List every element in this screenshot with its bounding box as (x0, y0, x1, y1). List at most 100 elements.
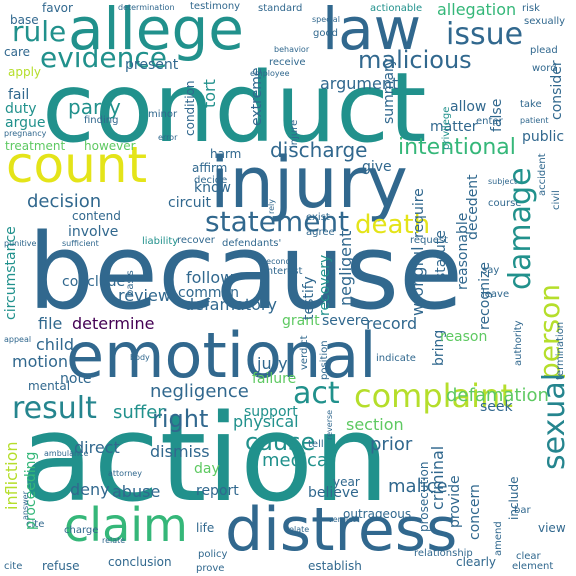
word-clearly: clearly (456, 555, 497, 569)
word-finding: finding (84, 115, 119, 126)
word-apply: apply (8, 65, 42, 79)
word-care: care (4, 45, 31, 59)
word-malice: malice (388, 476, 448, 497)
word-tort: tort (200, 79, 219, 108)
word-result: result (12, 391, 97, 426)
word-error: determination (118, 3, 175, 12)
word-base: base (10, 13, 39, 27)
word-law: law (322, 0, 422, 63)
word-termination: termination (555, 321, 566, 380)
word-cause: cause (245, 428, 316, 456)
word-establish: establish (308, 559, 362, 573)
word-report: report (196, 483, 239, 499)
word-death: death (355, 210, 431, 240)
word-summary: summary (381, 57, 397, 124)
word-false: false (489, 98, 505, 132)
word-emotional: emotional (66, 319, 377, 392)
word-matter: matter (430, 119, 478, 135)
word-civil: civil (551, 190, 562, 210)
word-jury: jury (257, 354, 288, 373)
word-include: indicate (376, 353, 416, 364)
word-position: position (319, 340, 330, 380)
word-special: second (262, 257, 291, 266)
word-allege: allege (68, 0, 244, 63)
word-present: present (125, 57, 179, 73)
word-subject: reverse (325, 409, 334, 440)
word-agree: exist (306, 212, 330, 223)
word-testimony: testimony (190, 1, 241, 12)
word-tell: tell (308, 439, 324, 450)
word-bar: include (507, 476, 521, 520)
word-because: because (28, 211, 463, 333)
word-employee: employee (250, 69, 290, 78)
word-enter: take (520, 99, 542, 110)
word-year: year (333, 475, 360, 489)
word-circuit: circuit (168, 195, 211, 211)
word-consider: consider (549, 60, 565, 120)
word-failure: failure (252, 371, 297, 387)
word-receive: receive (269, 57, 306, 68)
word-recognize: recognize (477, 262, 493, 330)
word-allow: allow (450, 99, 487, 115)
word-decide: decide (194, 175, 228, 186)
word-second: context (39, 259, 48, 290)
word-say: course (488, 198, 522, 209)
word-distress: distress (225, 495, 458, 565)
word-believe: believe (308, 485, 359, 501)
word-minor: minor (148, 109, 178, 120)
word-physical: physical (233, 412, 299, 431)
word-conduct: conduct (42, 52, 427, 164)
word-rely: subject (488, 177, 517, 186)
word-sexually: sexually (524, 16, 566, 27)
word-abuse: abuse (112, 482, 161, 501)
word-negligent: negligent (336, 230, 355, 306)
word-good: good (313, 28, 338, 39)
word-outrageous: outrageous (343, 507, 412, 521)
word-negligence: negligence (150, 381, 249, 402)
word-give: give (362, 159, 392, 175)
word-word: plead (530, 45, 558, 56)
word-child: child (36, 335, 74, 354)
word-condition: condition (183, 80, 197, 136)
word-sexual: sexual (537, 372, 572, 470)
word-wrongful: wrongful (408, 246, 427, 316)
word-harm: harm (210, 147, 242, 161)
word-grant: grant (282, 313, 320, 329)
word-record: record (366, 314, 418, 333)
word-relate: body (130, 353, 150, 362)
word-pregnancy: pregnancy (4, 129, 47, 138)
word-view: view (538, 521, 566, 535)
word-fail: fail (8, 87, 30, 103)
word-party: party (68, 95, 121, 119)
word-basis: charge (64, 525, 99, 536)
word-support: support (244, 404, 298, 420)
word-extreme: extreme (249, 67, 265, 126)
word-affirm: affirm (192, 161, 228, 175)
word-issue: issue (446, 17, 524, 52)
word-life: life (196, 521, 215, 535)
word-answer: relate (286, 525, 310, 534)
word-statement: statement (205, 205, 350, 238)
word-public: public (522, 129, 565, 145)
word-discharge: discharge (270, 138, 368, 162)
word-clear: prosecution (417, 461, 431, 532)
word-testify: testify (301, 276, 317, 320)
word-act: act (293, 376, 340, 411)
word-interest: interest (264, 266, 303, 277)
word-section: section (346, 415, 404, 434)
word-decision: decision (27, 191, 102, 212)
word-date: ambulance (44, 449, 89, 458)
word-defendants: defendants' (222, 238, 282, 249)
word-severe: severe (322, 313, 369, 329)
word-evidence: evidence (40, 41, 167, 74)
word-injure: injure (289, 119, 300, 148)
word-criminal: criminal (428, 445, 447, 510)
word-conclusion: conclusion (108, 555, 172, 569)
word-charge: cite (4, 561, 23, 572)
word-prosecution: attorney (108, 469, 142, 478)
word-determine: determine (72, 314, 155, 333)
word-punitive: special (312, 15, 340, 24)
word-however: however (84, 139, 136, 153)
word-context: appeal (4, 335, 32, 344)
word-attorney: verdict (328, 515, 356, 524)
